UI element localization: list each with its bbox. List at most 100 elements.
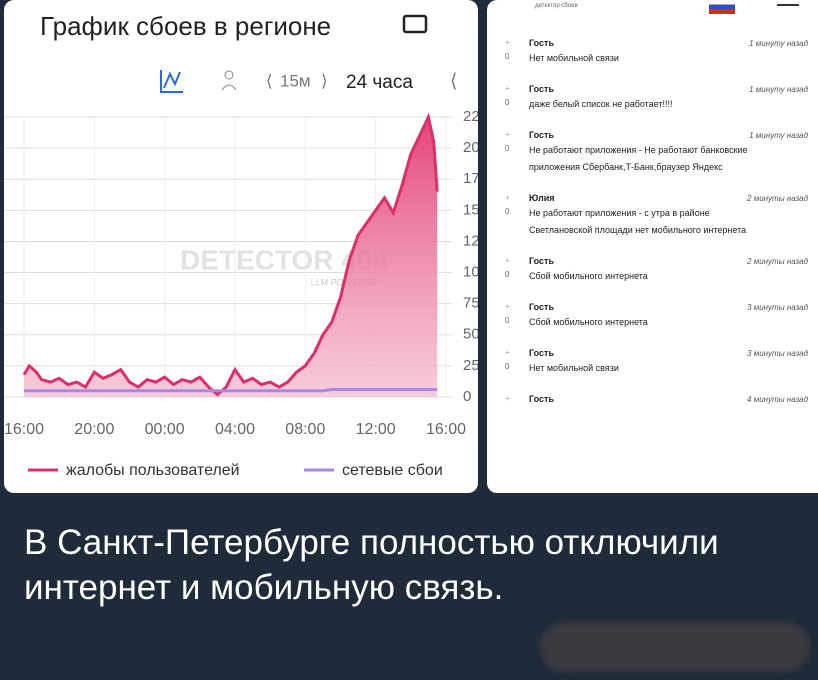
flag [709, 0, 735, 14]
upvote[interactable]: + [505, 84, 510, 93]
vote-column: +0 [505, 254, 529, 285]
comment: +0 Гость 3 минуты назад Сбой мобильного инт… [487, 300, 818, 331]
time: 2 минуты назад [747, 193, 808, 203]
upvote[interactable]: + [505, 394, 510, 403]
time: 3 минуты назад [747, 348, 808, 358]
author: Гость [529, 394, 554, 404]
comment-text: Нет мобильной связи [529, 53, 619, 63]
author: Гость [529, 348, 554, 358]
interval-label[interactable]: 15м [280, 71, 311, 90]
vote-column: +0 [505, 346, 529, 377]
y-tick-label: 25 [463, 357, 478, 374]
comment-body: Гость 1 минуту назад даже белый список не … [529, 82, 808, 113]
author: Юлия [529, 193, 555, 203]
comment-header: Гость 2 минуты назад [529, 254, 808, 268]
vote-column: + [505, 392, 529, 406]
vote-column: +0 [505, 82, 529, 113]
chart-card: График сбоев в регионе ⟨ 15м ⟩ 24 часа ⟨… [4, 0, 478, 493]
comment-body: Гость 1 минуту назад Нет мобильной связи [529, 36, 808, 67]
prev-arrow[interactable]: ⟨ [266, 71, 273, 90]
time: 2 минуты назад [747, 256, 808, 266]
comment: +0 Гость 1 минуту назад Не работают приложе… [487, 128, 818, 176]
vote-count: 0 [505, 98, 510, 107]
comment-body: Гость 3 минуты назад Нет мобильной связи [529, 346, 808, 377]
y-tick-label: 175 [463, 170, 478, 187]
comment-body: Гость 4 минуты назад [529, 392, 808, 406]
y-tick-label: 225 [463, 108, 478, 125]
y-tick-label: 0 [463, 388, 471, 405]
time: 1 минуту назад [749, 84, 808, 94]
comment-header: Гость 1 минуту назад [529, 128, 808, 142]
line [24, 388, 438, 393]
upvote[interactable]: + [505, 38, 510, 47]
caption: В Санкт-Петербурге полностью отключили и… [24, 523, 719, 607]
period-label[interactable]: 24 часа [346, 72, 413, 93]
vote-count: 0 [505, 207, 510, 216]
x-tick-label: 16:00 [426, 421, 466, 438]
time: 1 минуту назад [749, 130, 808, 140]
next-arrow[interactable]: ⟩ [321, 71, 328, 90]
vote-column: +0 [505, 300, 529, 331]
upvote[interactable]: + [505, 302, 510, 311]
comment-header: Гость 1 минуту назад [529, 82, 808, 96]
comment-text: Нет мобильной связи [529, 363, 619, 373]
comment: +0 Гость 1 минуту назад даже белый список н… [487, 82, 818, 113]
legend-label: сетевые сбои [342, 462, 443, 479]
user-icon[interactable] [221, 84, 237, 91]
comment-body: Гость 2 минуты назад Сбой мобильного интер… [529, 254, 808, 285]
vote-count: 0 [505, 270, 510, 279]
y-tick-label: 125 [463, 232, 478, 249]
vote-column: +0 [505, 191, 529, 239]
comment-header: Гость 3 минуты назад [529, 300, 808, 314]
x-tick-label: 12:00 [356, 421, 396, 438]
comment: +0 Гость 3 минуты назад Нет мобильной связи [487, 346, 818, 377]
vote-count: 0 [505, 144, 510, 153]
y-tick-label: 100 [463, 264, 478, 281]
time: 1 минуту назад [749, 38, 808, 48]
vote-count: 0 [505, 362, 510, 371]
author: Гость [529, 302, 554, 312]
x-tick-label: 04:00 [215, 421, 255, 438]
vote-column: +0 [505, 128, 529, 176]
comment: +0 Гость 1 минуту назад Нет мобильной связи [487, 36, 818, 67]
y-tick-label: 200 [463, 139, 478, 156]
line [22, 112, 439, 397]
site-name: детектор сбоев [535, 3, 578, 9]
y-tick-label: 50 [463, 326, 478, 343]
area [24, 117, 438, 397]
upvote[interactable]: + [505, 130, 510, 139]
comment-body: Гость 1 минуту назад Не работают приложени… [529, 128, 808, 176]
author: Гость [529, 38, 554, 48]
comment-text: Сбой мобильного интернета [529, 317, 648, 327]
comment-text: Не работают приложения - с утра в районе… [529, 208, 747, 235]
menu[interactable] [777, 4, 799, 6]
author: Гость [529, 130, 554, 140]
author: Гость [529, 84, 554, 94]
comment: +0 Юлия 2 минуты назад Не работают приложен… [487, 191, 818, 239]
comment: + Гость 4 минуты назад [487, 392, 818, 406]
author: Гость [529, 256, 554, 266]
x-tick-label: 16:00 [4, 421, 44, 438]
vote-count: 0 [505, 316, 510, 325]
y-tick-label: 150 [463, 201, 478, 218]
vote-column: +0 [505, 36, 529, 67]
x-tick-label: 20:00 [74, 421, 114, 438]
upvote[interactable]: + [505, 256, 510, 265]
back-arrow[interactable]: ⟨ [450, 71, 457, 92]
comment-text: Сбой мобильного интернета [529, 271, 648, 281]
vote-count: 0 [505, 52, 510, 61]
chart-mode-icon[interactable] [160, 70, 183, 93]
upvote[interactable]: + [505, 193, 510, 202]
time: 3 минуты назад [747, 302, 808, 312]
y-tick-label: 75 [463, 295, 478, 312]
upvote[interactable]: + [505, 348, 510, 357]
screen-icon [402, 14, 428, 34]
user-icon[interactable] [224, 70, 234, 80]
x-tick-label: 00:00 [145, 421, 185, 438]
x-tick-label: 08:00 [285, 421, 325, 438]
legend-label: жалобы пользователей [66, 462, 240, 479]
comment-body: Гость 3 минуты назад Сбой мобильного интер… [529, 300, 808, 331]
comment-header: Юлия 2 минуты назад [529, 191, 808, 205]
comments-panel: детектор сбоев +0 Гость 1 минуту назад Нет … [487, 0, 818, 493]
